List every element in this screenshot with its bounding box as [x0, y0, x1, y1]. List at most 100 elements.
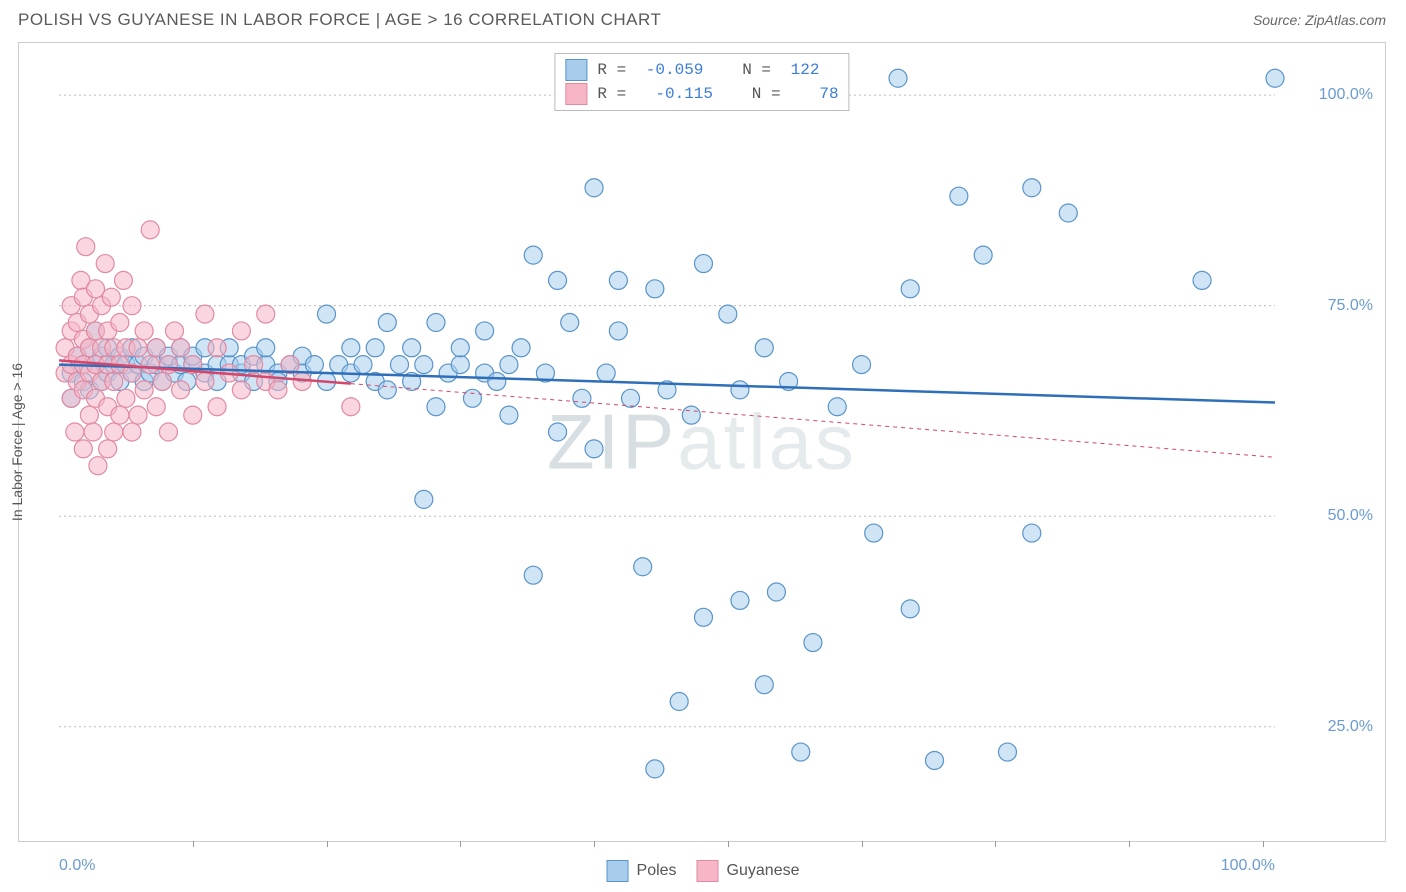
series-legend-label: Poles: [637, 862, 677, 880]
data-point: [646, 280, 664, 298]
data-point: [998, 743, 1016, 761]
data-point: [147, 398, 165, 416]
chart-title: POLISH VS GUYANESE IN LABOR FORCE | AGE …: [18, 10, 661, 30]
x-tick: [327, 841, 328, 847]
data-point: [114, 271, 132, 289]
x-tick: [460, 841, 461, 847]
x-tick: [594, 841, 595, 847]
data-point: [135, 322, 153, 340]
data-point: [257, 305, 275, 323]
data-point: [1023, 179, 1041, 197]
series-legend: Poles Guyanese: [607, 860, 800, 882]
x-tick: [1129, 841, 1130, 847]
data-point: [141, 221, 159, 239]
data-point: [172, 381, 190, 399]
data-point: [561, 314, 579, 332]
data-point: [66, 423, 84, 441]
chart-header: POLISH VS GUYANESE IN LABOR FORCE | AGE …: [0, 0, 1406, 36]
data-point: [694, 255, 712, 273]
data-point: [415, 356, 433, 374]
data-point: [172, 339, 190, 357]
data-point: [123, 423, 141, 441]
data-point: [804, 634, 822, 652]
correlation-legend-row: R = -0.115 N = 78: [565, 82, 838, 106]
data-point: [646, 760, 664, 778]
correlation-legend-row: R = -0.059 N = 122: [565, 58, 838, 82]
data-point: [731, 381, 749, 399]
data-point: [792, 743, 810, 761]
data-point: [427, 398, 445, 416]
data-point: [390, 356, 408, 374]
data-point: [153, 372, 171, 390]
data-point: [889, 69, 907, 87]
data-point: [500, 406, 518, 424]
data-point: [159, 423, 177, 441]
data-point: [96, 255, 114, 273]
data-point: [634, 558, 652, 576]
data-point: [196, 305, 214, 323]
data-point: [111, 406, 129, 424]
data-point: [318, 305, 336, 323]
y-axis-label: In Labor Force | Age > 16: [9, 363, 25, 521]
data-point: [549, 423, 567, 441]
legend-swatch: [565, 59, 587, 81]
x-tick: [193, 841, 194, 847]
data-point: [476, 322, 494, 340]
data-point: [451, 356, 469, 374]
data-point: [105, 423, 123, 441]
data-point: [159, 356, 177, 374]
data-point: [682, 406, 700, 424]
data-point: [1266, 69, 1284, 87]
data-point: [1059, 204, 1077, 222]
data-point: [232, 322, 250, 340]
data-point: [573, 389, 591, 407]
data-point: [232, 381, 250, 399]
data-point: [123, 297, 141, 315]
data-point: [609, 322, 627, 340]
data-point: [463, 389, 481, 407]
data-point: [597, 364, 615, 382]
data-point: [378, 314, 396, 332]
data-point: [524, 246, 542, 264]
data-point: [427, 314, 445, 332]
data-point: [196, 372, 214, 390]
series-legend-item: Poles: [607, 860, 677, 882]
y-tick-label: 25.0%: [1328, 718, 1373, 736]
data-point: [129, 339, 147, 357]
correlation-legend: R = -0.059 N = 122R = -0.115 N = 78: [554, 53, 849, 111]
data-point: [488, 372, 506, 390]
data-point: [86, 280, 104, 298]
data-point: [80, 406, 98, 424]
data-point: [853, 356, 871, 374]
data-point: [135, 381, 153, 399]
data-point: [403, 339, 421, 357]
data-point: [102, 288, 120, 306]
r-value: -0.115: [646, 82, 713, 106]
data-point: [354, 356, 372, 374]
x-tick: [728, 841, 729, 847]
data-point: [111, 314, 129, 332]
data-point: [257, 339, 275, 357]
data-point: [1023, 524, 1041, 542]
data-point: [166, 322, 184, 340]
data-point: [184, 406, 202, 424]
n-value: 78: [800, 82, 838, 106]
data-point: [74, 440, 92, 458]
y-tick-label: 50.0%: [1328, 507, 1373, 525]
data-point: [269, 381, 287, 399]
data-point: [828, 398, 846, 416]
x-axis-max-label: 100.0%: [1221, 857, 1275, 875]
data-point: [549, 271, 567, 289]
plot-area: In Labor Force | Age > 16 25.0%50.0%75.0…: [18, 42, 1386, 842]
data-point: [731, 591, 749, 609]
data-point: [865, 524, 883, 542]
data-point: [141, 356, 159, 374]
data-point: [378, 381, 396, 399]
data-point: [670, 693, 688, 711]
data-point: [974, 246, 992, 264]
data-point: [77, 238, 95, 256]
series-legend-item: Guyanese: [697, 860, 800, 882]
data-point: [585, 440, 603, 458]
data-point: [99, 440, 117, 458]
data-point: [622, 389, 640, 407]
